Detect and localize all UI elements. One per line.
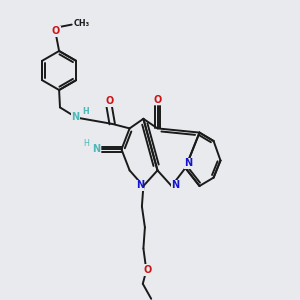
Text: N: N [136, 180, 144, 190]
Text: N: N [92, 144, 100, 154]
Text: O: O [105, 96, 113, 106]
Text: O: O [153, 94, 162, 105]
Text: CH₃: CH₃ [74, 20, 90, 28]
Text: N: N [184, 158, 193, 169]
Text: O: O [52, 26, 60, 37]
Text: H: H [82, 106, 89, 116]
Text: N: N [171, 180, 179, 190]
Text: O: O [143, 265, 152, 275]
Text: N: N [71, 112, 80, 122]
Text: H: H [83, 139, 89, 148]
